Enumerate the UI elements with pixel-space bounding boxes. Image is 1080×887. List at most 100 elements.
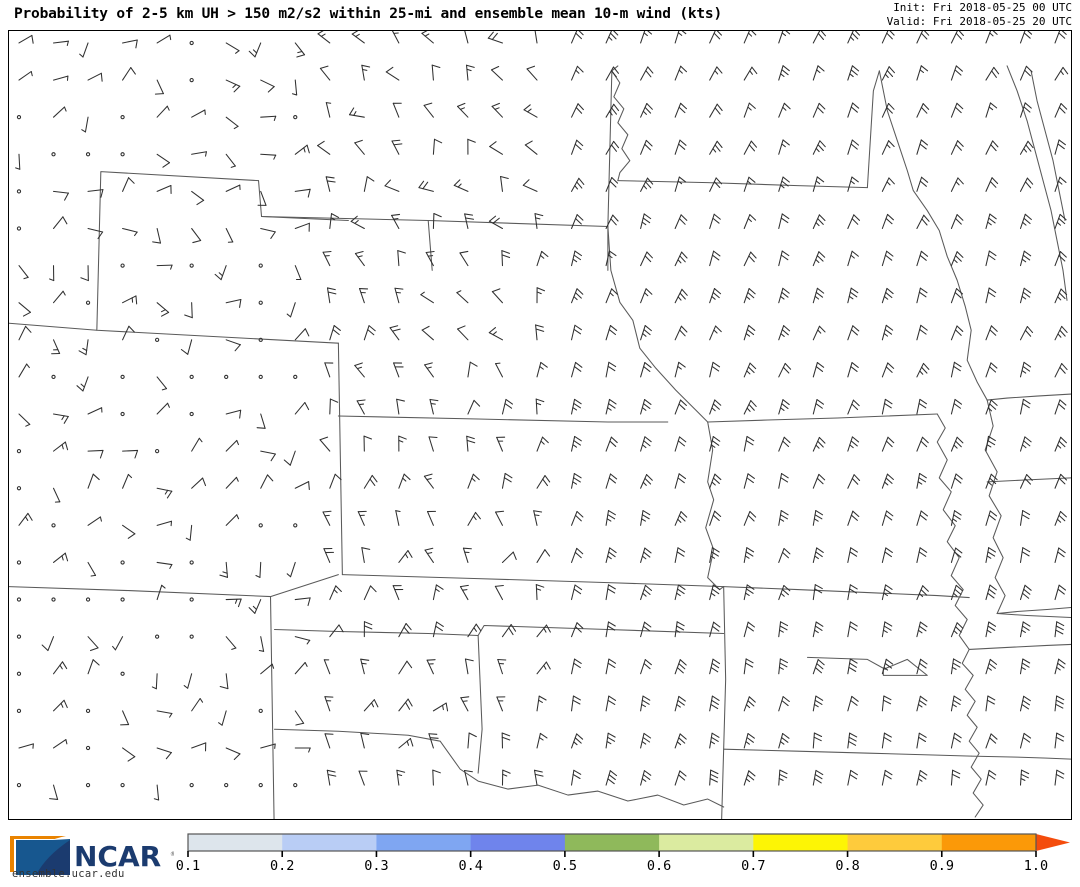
wind-barb: [52, 739, 68, 749]
wind-barb: [156, 747, 172, 760]
wind-barb: [18, 325, 32, 341]
wind-barb: [1054, 213, 1067, 230]
wind-barb: [950, 658, 962, 675]
wind-barb: [248, 42, 262, 58]
wind-barb: [122, 325, 135, 341]
wind-barb: [225, 636, 237, 650]
wind-barb: [812, 31, 826, 44]
wind-barb: [426, 659, 436, 675]
wind-barb: [329, 473, 342, 489]
wind-barb: [985, 250, 997, 267]
wind-barb: [52, 190, 69, 201]
wind-barb: [225, 42, 240, 54]
wind-barb: [916, 103, 930, 118]
wind-barb: [183, 673, 193, 689]
calm-wind-marker: [293, 115, 298, 120]
wind-barb: [360, 732, 370, 749]
wind-barb: [191, 697, 204, 712]
wind-barb: [360, 658, 370, 675]
wind-barb: [709, 547, 720, 563]
wind-barb: [881, 584, 893, 601]
wind-barb: [501, 472, 513, 489]
wind-barb: [80, 265, 89, 282]
wind-barb: [709, 140, 723, 155]
wind-barb: [52, 75, 69, 81]
colorbar-extend-arrow: [1036, 834, 1070, 851]
wind-barb: [571, 324, 582, 341]
wind-barb: [605, 325, 618, 341]
wind-barb: [79, 42, 89, 58]
wind-barb: [1019, 769, 1030, 786]
wind-barb: [571, 733, 584, 749]
wind-barb: [640, 66, 654, 81]
wind-barb: [812, 287, 825, 304]
wind-barb: [881, 473, 894, 489]
wind-barb: [52, 552, 69, 563]
wind-barb: [324, 362, 334, 378]
wind-barb: [674, 288, 688, 304]
wind-barb: [87, 227, 104, 240]
wind-barb: [1019, 250, 1032, 267]
wind-barb: [350, 215, 365, 230]
calm-wind-marker: [258, 523, 263, 528]
wind-barb: [812, 325, 826, 341]
wind-barb: [122, 177, 135, 192]
wind-barb: [743, 140, 758, 155]
wind-barb: [1019, 177, 1034, 192]
state-border-path: [477, 634, 483, 774]
wind-barb: [156, 376, 168, 391]
wind-barb: [87, 473, 100, 489]
wind-barb: [1054, 251, 1067, 267]
wind-barb: [156, 710, 173, 718]
wind-barb: [294, 144, 310, 155]
wind-barb: [156, 34, 172, 44]
wind-barb: [812, 473, 826, 489]
timestamp-block: Init: Fri 2018-05-25 00 UTC Valid: Fri 2…: [887, 1, 1072, 28]
wind-barb: [257, 190, 267, 206]
wind-barb: [605, 103, 620, 118]
wind-barb: [847, 547, 858, 563]
ncar-wordmark: NCAR: [74, 840, 161, 873]
map-panel[interactable]: [8, 30, 1072, 820]
wind-barb: [674, 547, 686, 563]
calm-wind-marker: [189, 782, 194, 788]
wind-barb: [248, 599, 262, 614]
wind-barb: [294, 42, 306, 58]
wind-barb: [457, 325, 469, 341]
wind-barb: [640, 251, 653, 267]
state-border-path: [996, 612, 1071, 619]
wind-barb: [467, 473, 480, 489]
wind-barb: [467, 511, 481, 526]
wind-barb: [156, 264, 173, 270]
wind-barb: [1054, 473, 1068, 489]
wind-barb: [494, 584, 504, 601]
wind-barb: [329, 398, 339, 415]
wind-barb: [1019, 326, 1034, 341]
wind-barb: [467, 399, 481, 415]
wind-barb: [536, 732, 548, 749]
calm-wind-marker: [120, 671, 125, 676]
state-border-path: [337, 415, 669, 423]
wind-barb: [1019, 398, 1031, 415]
state-border-path: [707, 413, 938, 423]
wind-barb: [536, 624, 551, 638]
wind-barb: [1054, 547, 1066, 563]
wind-barb: [950, 65, 963, 81]
wind-barb: [950, 251, 964, 267]
wind-barb: [533, 510, 543, 526]
wind-barb: [18, 512, 33, 526]
wind-barb: [258, 636, 265, 652]
wind-barb: [255, 561, 262, 578]
wind-barb: [428, 436, 438, 452]
wind-barb: [812, 584, 823, 601]
wind-barb: [363, 474, 378, 489]
wind-barb: [674, 733, 687, 749]
wind-barb: [191, 742, 207, 752]
calm-wind-marker: [120, 411, 125, 417]
calm-wind-marker: [16, 449, 22, 454]
wind-barb: [605, 732, 616, 749]
calm-wind-marker: [258, 263, 263, 268]
wind-barb: [534, 213, 544, 230]
wind-barb: [225, 153, 236, 168]
calm-wind-marker: [189, 560, 194, 565]
